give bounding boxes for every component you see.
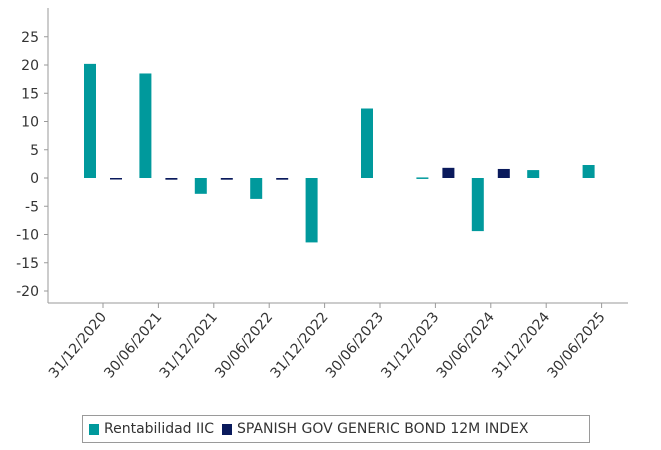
- bar-rentabilidad: [250, 178, 263, 199]
- bar-rentabilidad: [361, 108, 373, 178]
- y-tick-label: 0: [30, 171, 39, 187]
- x-tick-label: 30/06/2024: [434, 309, 498, 381]
- x-tick-label: 31/12/2023: [378, 309, 442, 381]
- legend-swatch-rentabilidad: [89, 423, 99, 435]
- bar-spanish-gov-bond: [442, 167, 455, 178]
- legend-label-spanish-gov-bond: SPANISH GOV GENERIC BOND 12M INDEX: [237, 421, 529, 437]
- bar-rentabilidad: [527, 170, 540, 178]
- y-tick-label: 20: [21, 58, 39, 74]
- bar-rentabilidad: [84, 63, 96, 179]
- y-tick-label: 10: [21, 115, 39, 131]
- y-tick-label: 25: [21, 30, 39, 46]
- bar-spanish-gov-bond: [165, 178, 178, 180]
- chart-legend: Rentabilidad IIC SPANISH GOV GENERIC BON…: [82, 415, 590, 443]
- bar-rentabilidad: [471, 178, 484, 232]
- y-tick-label: 15: [21, 86, 39, 102]
- bar-rentabilidad: [582, 165, 595, 178]
- x-tick-label: 31/12/2020: [46, 309, 110, 381]
- x-tick-label: 31/12/2022: [268, 309, 332, 381]
- legend-label-rentabilidad: Rentabilidad IIC: [104, 421, 215, 437]
- y-tick-label: -15: [16, 256, 39, 272]
- x-tick-label: 30/06/2025: [545, 309, 609, 381]
- bar-spanish-gov-bond: [276, 178, 289, 180]
- y-tick-label: -20: [16, 284, 39, 300]
- x-tick-label: 31/12/2024: [489, 309, 553, 381]
- y-tick-label: -5: [25, 199, 39, 215]
- bar-spanish-gov-bond: [220, 178, 233, 180]
- x-tick-label: 30/06/2022: [212, 309, 276, 381]
- x-tick-label: 30/06/2021: [101, 309, 165, 381]
- legend-item-rentabilidad[interactable]: Rentabilidad IIC: [89, 421, 214, 437]
- y-tick-label: 5: [30, 143, 39, 159]
- bar-rentabilidad: [416, 177, 429, 179]
- bar-rentabilidad: [305, 178, 318, 243]
- legend-item-spanish-gov-bond[interactable]: SPANISH GOV GENERIC BOND 12M INDEX: [222, 421, 529, 437]
- legend-swatch-spanish-gov-bond: [222, 423, 233, 435]
- y-tick-label: -10: [16, 228, 39, 244]
- x-tick-label: 31/12/2021: [157, 309, 221, 381]
- bar-spanish-gov-bond: [497, 168, 510, 178]
- bar-rentabilidad: [194, 178, 207, 194]
- bar-spanish-gov-bond: [110, 178, 122, 180]
- bar-rentabilidad: [139, 73, 152, 178]
- x-tick-label: 30/06/2023: [323, 309, 387, 381]
